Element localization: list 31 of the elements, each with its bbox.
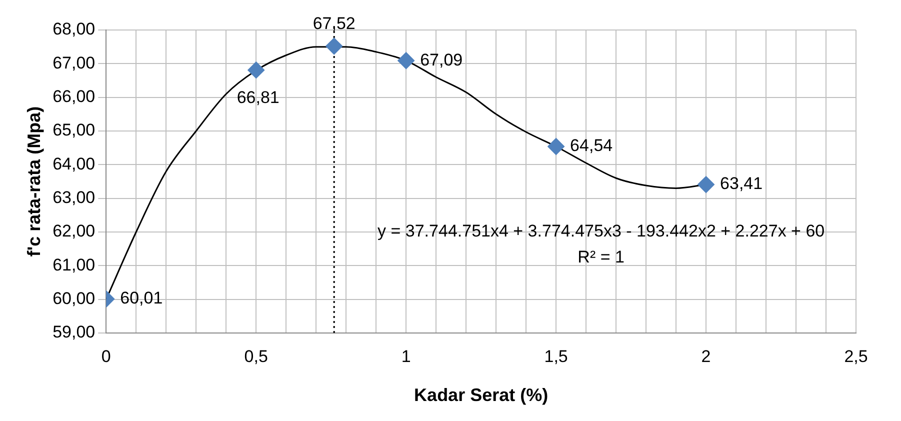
- y-tick-label: 65,00: [52, 120, 96, 140]
- x-tick-label: 2,5: [844, 346, 868, 366]
- x-tick-label: 1: [401, 346, 411, 366]
- x-tick-label: 0,5: [244, 346, 268, 366]
- data-label: 64,54: [570, 136, 613, 156]
- point: [326, 38, 343, 55]
- data-label: 60,01: [120, 288, 163, 308]
- y-tick-label: 61,00: [52, 255, 96, 274]
- annotation: R² = 1: [578, 248, 624, 267]
- y-tick-label: 64,00: [52, 154, 96, 174]
- data-label: 63,41: [720, 174, 763, 194]
- y-tick-label: 66,00: [52, 87, 96, 106]
- x-axis-title: Kadar Serat (%): [414, 385, 548, 406]
- x-tick-label: 1,5: [544, 346, 568, 366]
- y-tick-label: 63,00: [52, 188, 96, 208]
- point: [248, 62, 265, 79]
- point: [548, 138, 565, 155]
- y-axis-title: f'c rata-rata (Mpa): [24, 106, 44, 257]
- y-tick-label: 67,00: [52, 53, 96, 72]
- y-tick-label: 59,00: [52, 322, 96, 342]
- annotation: y = 37.744.751x4 + 3.774.475x3 - 193.442x2 + 2.227x + 60: [378, 222, 825, 241]
- point: [398, 52, 415, 70]
- data-label: 66,81: [236, 88, 280, 107]
- y-tick-label: 68,00: [52, 20, 96, 39]
- x-tick-label: 2: [701, 346, 711, 366]
- point: [698, 176, 715, 194]
- y-tick-label: 60,00: [52, 289, 96, 308]
- y-tick-label: 62,00: [52, 222, 96, 241]
- data-label: 67,09: [420, 50, 463, 70]
- data-label: 67,52: [312, 14, 356, 33]
- x-tick-label: 0: [101, 346, 111, 366]
